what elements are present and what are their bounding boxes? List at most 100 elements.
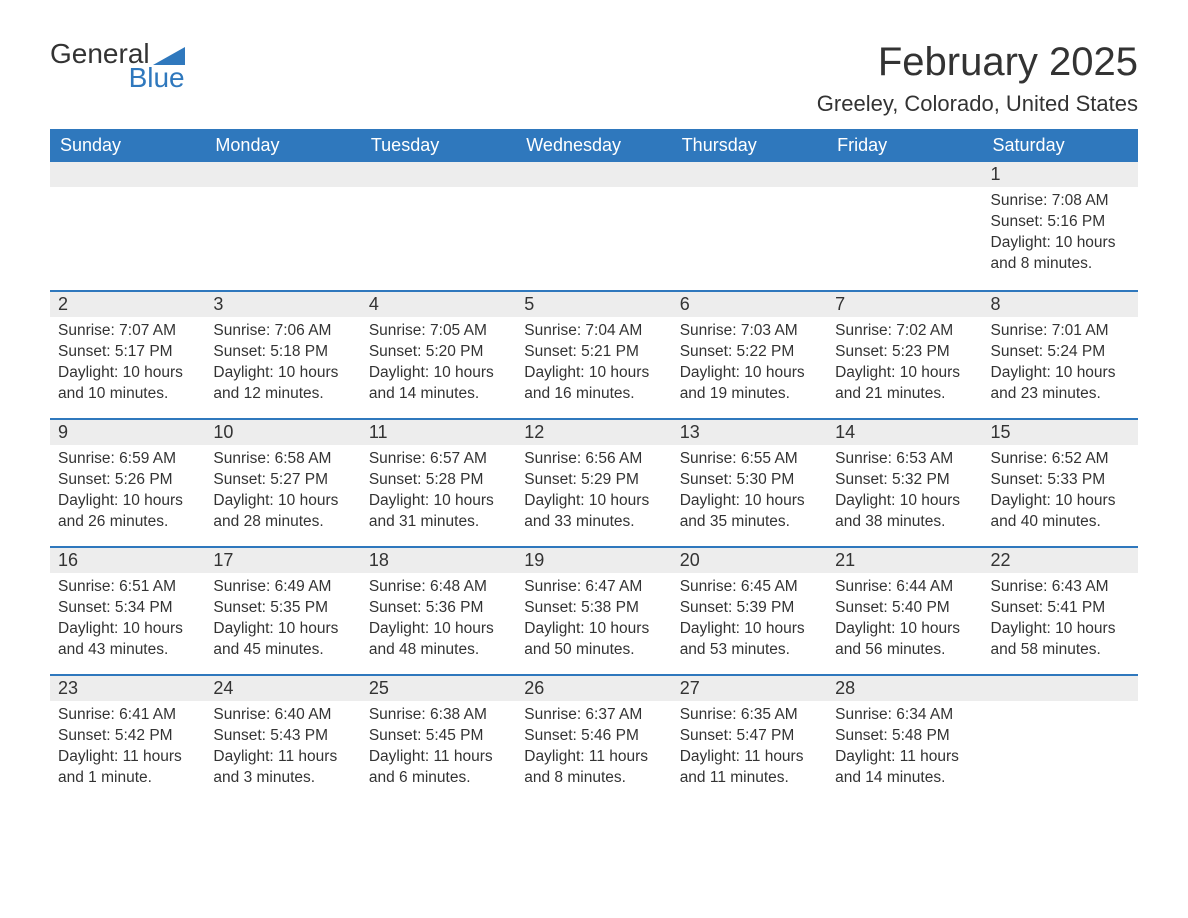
- daylight-text: Daylight: 10 hours and 35 minutes.: [680, 491, 819, 533]
- day-number: 8: [983, 290, 1138, 317]
- calendar-day-cell: 24Sunrise: 6:40 AMSunset: 5:43 PMDayligh…: [205, 674, 360, 802]
- sunrise-text: Sunrise: 6:53 AM: [835, 449, 974, 470]
- calendar-day-cell: 19Sunrise: 6:47 AMSunset: 5:38 PMDayligh…: [516, 546, 671, 674]
- day-body: Sunrise: 6:37 AMSunset: 5:46 PMDaylight:…: [516, 701, 671, 799]
- daylight-text: Daylight: 10 hours and 56 minutes.: [835, 619, 974, 661]
- daylight-text: Daylight: 10 hours and 26 minutes.: [58, 491, 197, 533]
- day-number: 7: [827, 290, 982, 317]
- day-body: Sunrise: 6:55 AMSunset: 5:30 PMDaylight:…: [672, 445, 827, 543]
- logo-wedge-icon: [153, 47, 185, 65]
- day-number: 12: [516, 418, 671, 445]
- day-body: Sunrise: 6:34 AMSunset: 5:48 PMDaylight:…: [827, 701, 982, 799]
- sunrise-text: Sunrise: 7:01 AM: [991, 321, 1130, 342]
- sunrise-text: Sunrise: 6:40 AM: [213, 705, 352, 726]
- logo-line1: General: [50, 40, 185, 68]
- day-body: Sunrise: 6:43 AMSunset: 5:41 PMDaylight:…: [983, 573, 1138, 671]
- day-body: Sunrise: 7:05 AMSunset: 5:20 PMDaylight:…: [361, 317, 516, 415]
- calendar-day-cell: 12Sunrise: 6:56 AMSunset: 5:29 PMDayligh…: [516, 418, 671, 546]
- calendar-day-cell: 14Sunrise: 6:53 AMSunset: 5:32 PMDayligh…: [827, 418, 982, 546]
- daylight-text: Daylight: 10 hours and 50 minutes.: [524, 619, 663, 661]
- calendar-day-cell: 11Sunrise: 6:57 AMSunset: 5:28 PMDayligh…: [361, 418, 516, 546]
- calendar-empty-cell: [827, 162, 982, 290]
- day-number: 11: [361, 418, 516, 445]
- daylight-text: Daylight: 10 hours and 19 minutes.: [680, 363, 819, 405]
- day-body: Sunrise: 7:01 AMSunset: 5:24 PMDaylight:…: [983, 317, 1138, 415]
- day-number: 4: [361, 290, 516, 317]
- day-number: [205, 162, 360, 187]
- sunset-text: Sunset: 5:17 PM: [58, 342, 197, 363]
- daylight-text: Daylight: 10 hours and 10 minutes.: [58, 363, 197, 405]
- sunrise-text: Sunrise: 6:59 AM: [58, 449, 197, 470]
- calendar-day-cell: 1Sunrise: 7:08 AMSunset: 5:16 PMDaylight…: [983, 162, 1138, 290]
- day-body: [205, 187, 360, 201]
- day-body: Sunrise: 7:02 AMSunset: 5:23 PMDaylight:…: [827, 317, 982, 415]
- day-body: [361, 187, 516, 201]
- sunset-text: Sunset: 5:41 PM: [991, 598, 1130, 619]
- daylight-text: Daylight: 10 hours and 43 minutes.: [58, 619, 197, 661]
- sunset-text: Sunset: 5:30 PM: [680, 470, 819, 491]
- calendar-day-cell: 25Sunrise: 6:38 AMSunset: 5:45 PMDayligh…: [361, 674, 516, 802]
- day-number: 16: [50, 546, 205, 573]
- sunrise-text: Sunrise: 6:49 AM: [213, 577, 352, 598]
- sunrise-text: Sunrise: 6:43 AM: [991, 577, 1130, 598]
- daylight-text: Daylight: 10 hours and 38 minutes.: [835, 491, 974, 533]
- day-number: 5: [516, 290, 671, 317]
- calendar-day-cell: 23Sunrise: 6:41 AMSunset: 5:42 PMDayligh…: [50, 674, 205, 802]
- day-body: Sunrise: 6:49 AMSunset: 5:35 PMDaylight:…: [205, 573, 360, 671]
- day-body: [50, 187, 205, 201]
- day-header: Sunday: [50, 129, 205, 162]
- sunrise-text: Sunrise: 6:44 AM: [835, 577, 974, 598]
- sunset-text: Sunset: 5:18 PM: [213, 342, 352, 363]
- day-number: 9: [50, 418, 205, 445]
- sunset-text: Sunset: 5:39 PM: [680, 598, 819, 619]
- daylight-text: Daylight: 10 hours and 28 minutes.: [213, 491, 352, 533]
- day-body: Sunrise: 6:53 AMSunset: 5:32 PMDaylight:…: [827, 445, 982, 543]
- day-number: 3: [205, 290, 360, 317]
- daylight-text: Daylight: 10 hours and 8 minutes.: [991, 233, 1130, 275]
- sunset-text: Sunset: 5:29 PM: [524, 470, 663, 491]
- day-number: 1: [983, 162, 1138, 187]
- sunrise-text: Sunrise: 7:05 AM: [369, 321, 508, 342]
- calendar-week-row: 9Sunrise: 6:59 AMSunset: 5:26 PMDaylight…: [50, 418, 1138, 546]
- sunset-text: Sunset: 5:21 PM: [524, 342, 663, 363]
- daylight-text: Daylight: 11 hours and 6 minutes.: [369, 747, 508, 789]
- daylight-text: Daylight: 10 hours and 23 minutes.: [991, 363, 1130, 405]
- day-body: Sunrise: 6:47 AMSunset: 5:38 PMDaylight:…: [516, 573, 671, 671]
- calendar-week-row: 23Sunrise: 6:41 AMSunset: 5:42 PMDayligh…: [50, 674, 1138, 802]
- sunset-text: Sunset: 5:22 PM: [680, 342, 819, 363]
- calendar-day-cell: 28Sunrise: 6:34 AMSunset: 5:48 PMDayligh…: [827, 674, 982, 802]
- sunset-text: Sunset: 5:35 PM: [213, 598, 352, 619]
- calendar-empty-cell: [205, 162, 360, 290]
- calendar-day-cell: 18Sunrise: 6:48 AMSunset: 5:36 PMDayligh…: [361, 546, 516, 674]
- day-body: Sunrise: 6:57 AMSunset: 5:28 PMDaylight:…: [361, 445, 516, 543]
- daylight-text: Daylight: 11 hours and 8 minutes.: [524, 747, 663, 789]
- sunset-text: Sunset: 5:48 PM: [835, 726, 974, 747]
- day-number: 10: [205, 418, 360, 445]
- day-body: Sunrise: 6:45 AMSunset: 5:39 PMDaylight:…: [672, 573, 827, 671]
- day-body: Sunrise: 6:38 AMSunset: 5:45 PMDaylight:…: [361, 701, 516, 799]
- sunset-text: Sunset: 5:47 PM: [680, 726, 819, 747]
- day-body: Sunrise: 6:52 AMSunset: 5:33 PMDaylight:…: [983, 445, 1138, 543]
- day-body: Sunrise: 7:08 AMSunset: 5:16 PMDaylight:…: [983, 187, 1138, 285]
- day-body: Sunrise: 6:44 AMSunset: 5:40 PMDaylight:…: [827, 573, 982, 671]
- calendar-day-cell: 8Sunrise: 7:01 AMSunset: 5:24 PMDaylight…: [983, 290, 1138, 418]
- daylight-text: Daylight: 10 hours and 31 minutes.: [369, 491, 508, 533]
- calendar-week-row: 2Sunrise: 7:07 AMSunset: 5:17 PMDaylight…: [50, 290, 1138, 418]
- sunrise-text: Sunrise: 6:58 AM: [213, 449, 352, 470]
- sunset-text: Sunset: 5:33 PM: [991, 470, 1130, 491]
- calendar-day-cell: 22Sunrise: 6:43 AMSunset: 5:41 PMDayligh…: [983, 546, 1138, 674]
- calendar-empty-cell: [50, 162, 205, 290]
- calendar-day-cell: 17Sunrise: 6:49 AMSunset: 5:35 PMDayligh…: [205, 546, 360, 674]
- calendar-day-cell: 15Sunrise: 6:52 AMSunset: 5:33 PMDayligh…: [983, 418, 1138, 546]
- calendar-week-row: 16Sunrise: 6:51 AMSunset: 5:34 PMDayligh…: [50, 546, 1138, 674]
- day-number: 6: [672, 290, 827, 317]
- day-header: Wednesday: [516, 129, 671, 162]
- daylight-text: Daylight: 10 hours and 53 minutes.: [680, 619, 819, 661]
- calendar-empty-cell: [672, 162, 827, 290]
- calendar-day-cell: 4Sunrise: 7:05 AMSunset: 5:20 PMDaylight…: [361, 290, 516, 418]
- day-number: 18: [361, 546, 516, 573]
- sunset-text: Sunset: 5:46 PM: [524, 726, 663, 747]
- daylight-text: Daylight: 11 hours and 11 minutes.: [680, 747, 819, 789]
- day-body: Sunrise: 6:51 AMSunset: 5:34 PMDaylight:…: [50, 573, 205, 671]
- calendar-day-cell: 27Sunrise: 6:35 AMSunset: 5:47 PMDayligh…: [672, 674, 827, 802]
